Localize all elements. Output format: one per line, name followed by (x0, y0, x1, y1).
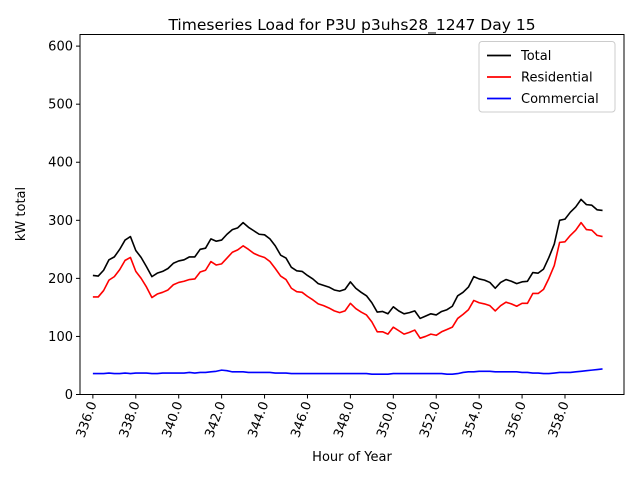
y-tick-label: 200 (48, 272, 73, 287)
legend-label-commercial: Commercial (521, 92, 599, 107)
y-tick-label: 300 (48, 214, 73, 229)
y-tick-label: 400 (48, 156, 73, 171)
y-tick-label: 500 (48, 98, 73, 113)
plot-frame (79, 34, 625, 395)
series-line-total (92, 198, 603, 320)
legend-label-residential: Residential (521, 71, 593, 86)
plot-area (92, 198, 603, 375)
legend: Total Residential Commercial (478, 41, 616, 113)
series-line-residential (92, 221, 603, 339)
y-axis: 0 100 200 300 400 500 600 (48, 40, 80, 403)
legend-label-total: Total (520, 49, 551, 64)
chart-title: Timeseries Load for P3U p3uhs28_1247 Day… (167, 16, 535, 35)
series-line-commercial (92, 368, 603, 375)
y-tick-label: 100 (48, 330, 73, 345)
y-tick-label: 600 (48, 40, 73, 55)
x-axis-label: Hour of Year (312, 450, 392, 465)
y-axis-label: kW total (14, 187, 29, 241)
legend-box (478, 41, 616, 113)
y-tick-label: 0 (65, 388, 73, 403)
